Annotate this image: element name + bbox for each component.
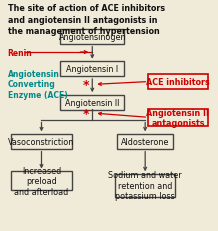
Text: The site of action of ACE inhibitors
and angiotensin II antagonists in
the manag: The site of action of ACE inhibitors and… [8, 4, 165, 36]
Text: ACE inhibitors: ACE inhibitors [146, 78, 210, 87]
Text: Angiotensin II
antagonists: Angiotensin II antagonists [146, 108, 209, 128]
Text: Vasoconstriction: Vasoconstriction [8, 137, 75, 146]
Text: Renin: Renin [8, 48, 32, 57]
Text: Aldosterone: Aldosterone [121, 137, 169, 146]
FancyBboxPatch shape [115, 174, 175, 197]
FancyBboxPatch shape [148, 109, 208, 127]
Text: *: * [83, 79, 89, 91]
FancyBboxPatch shape [60, 95, 124, 110]
Text: Angiotensinogen: Angiotensinogen [58, 33, 126, 42]
FancyBboxPatch shape [148, 75, 208, 89]
FancyBboxPatch shape [60, 30, 124, 45]
Text: Angiotensin II: Angiotensin II [65, 98, 119, 107]
Text: Angiotensin
Converting
Enzyme (ACE): Angiotensin Converting Enzyme (ACE) [8, 70, 67, 99]
FancyBboxPatch shape [117, 134, 173, 149]
Text: Sodium and water
retention and
potassium loss: Sodium and water retention and potassium… [108, 171, 182, 200]
Text: Increased
preload
and afterload: Increased preload and afterload [14, 166, 69, 196]
Text: Angiotensin I: Angiotensin I [66, 65, 118, 74]
FancyBboxPatch shape [12, 171, 72, 191]
Text: *: * [83, 107, 89, 120]
FancyBboxPatch shape [12, 134, 72, 149]
FancyBboxPatch shape [60, 62, 124, 77]
